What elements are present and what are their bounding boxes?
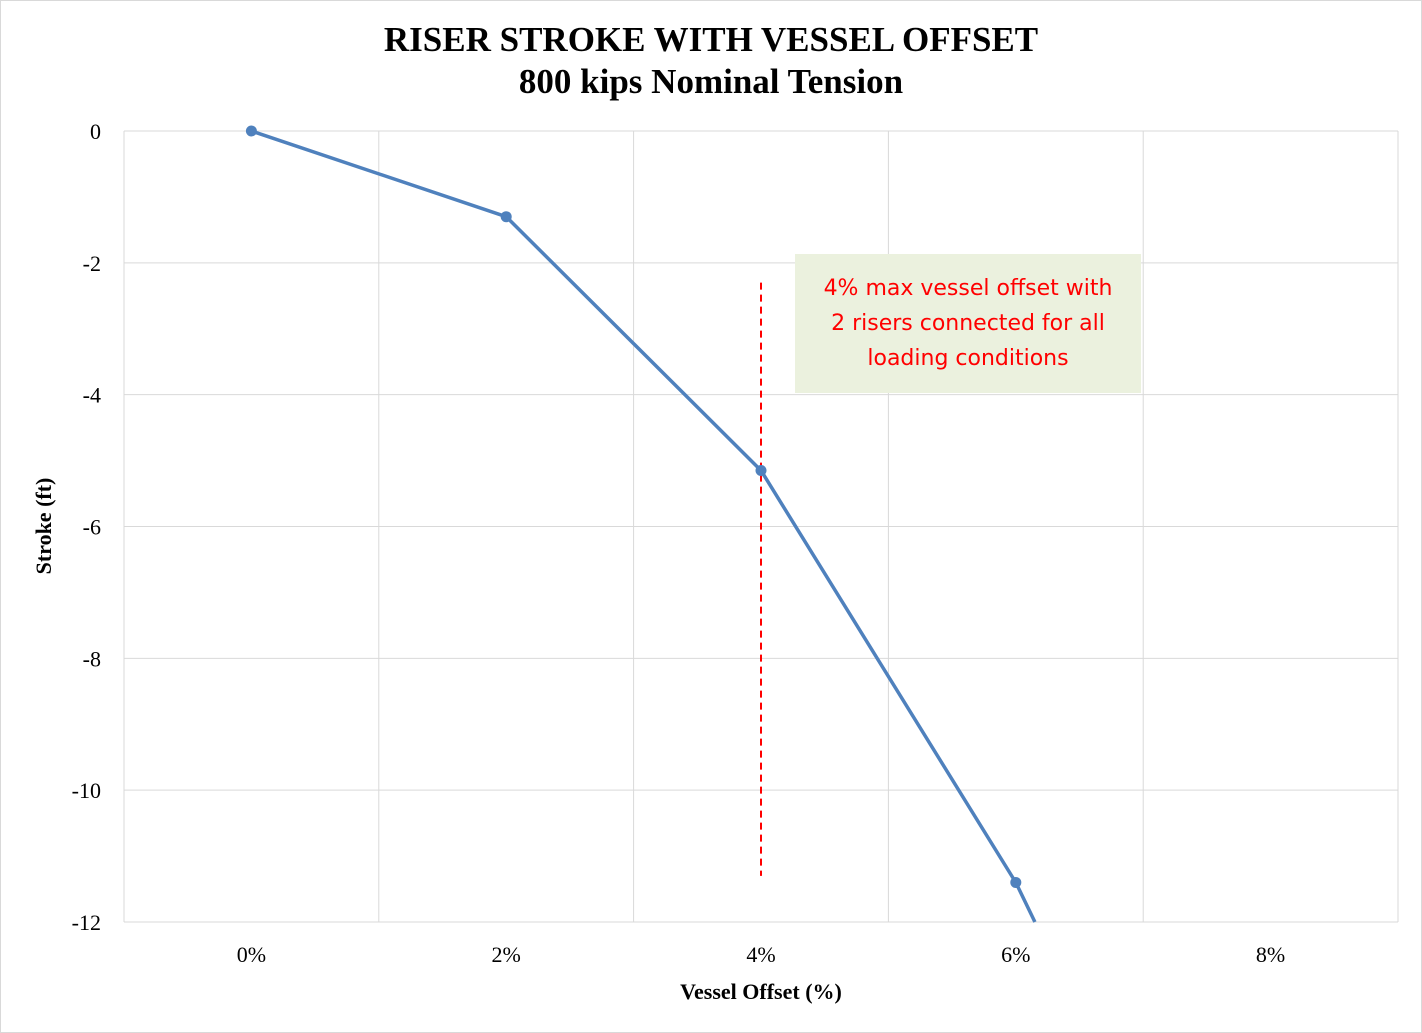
- x-tick-label: 2%: [492, 942, 521, 967]
- data-point: [1010, 876, 1022, 888]
- x-axis-title: Vessel Offset (%): [680, 979, 842, 1004]
- y-tick-label: -4: [83, 383, 101, 408]
- y-tick-label: -2: [83, 251, 101, 276]
- tick-labels: 0 -2 -4 -6 -8 -10 -12 0% 2% 4% 6% 8%: [72, 119, 1286, 967]
- y-tick-label: 0: [90, 119, 101, 144]
- y-tick-label: -6: [83, 515, 101, 540]
- y-axis-title: Stroke (ft): [31, 478, 56, 575]
- x-tick-label: 6%: [1001, 942, 1030, 967]
- y-tick-label: -10: [72, 778, 101, 803]
- y-tick-label: -12: [72, 910, 101, 935]
- chart-title: RISER STROKE WITH VESSEL OFFSET: [383, 20, 1039, 59]
- annotation-text: 4% max vessel offset with 2 risers conne…: [823, 276, 1113, 371]
- series-group: [245, 125, 1037, 923]
- chart-subtitle: 800 kips Nominal Tension: [518, 62, 904, 101]
- x-tick-label: 4%: [746, 942, 775, 967]
- data-point: [755, 464, 767, 476]
- y-tick-label: -8: [83, 646, 101, 671]
- data-point: [500, 211, 512, 223]
- x-tick-label: 0%: [237, 942, 266, 967]
- data-point: [245, 125, 257, 137]
- x-tick-label: 8%: [1256, 942, 1285, 967]
- annotation-box: 4% max vessel offset with 2 risers conne…: [795, 254, 1141, 393]
